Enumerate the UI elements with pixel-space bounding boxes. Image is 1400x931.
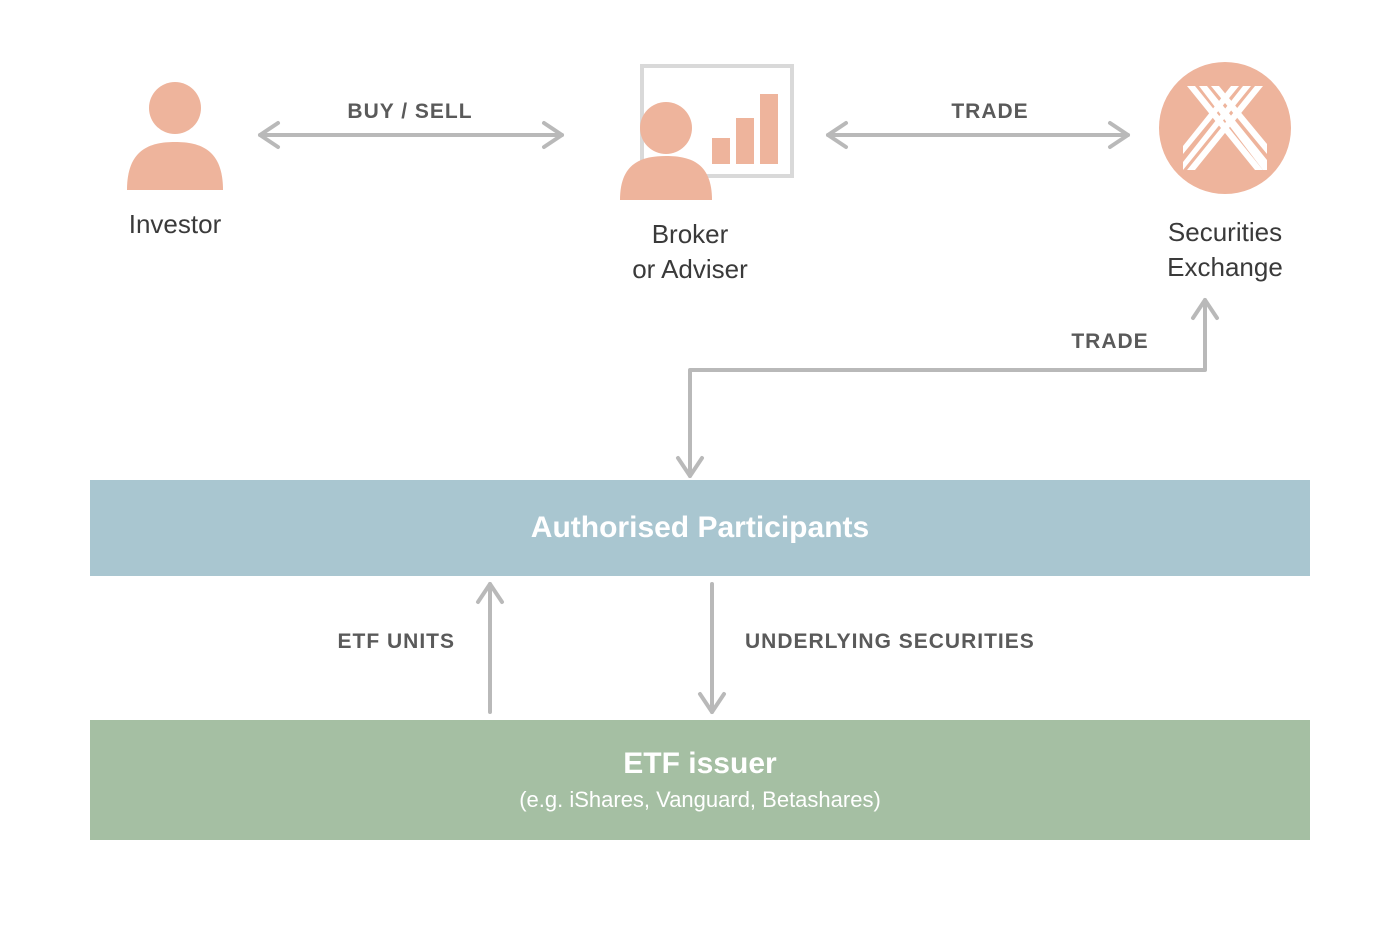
exchange-label-line2: Exchange: [1135, 250, 1315, 285]
exchange-label: Securities Exchange: [1135, 215, 1315, 285]
edge-label-etf-units: ETF UNITS: [295, 630, 455, 654]
broker-label-line1: Broker: [570, 217, 810, 252]
issuer-title: ETF issuer: [623, 747, 776, 781]
edge-label-buy-sell: BUY / SELL: [300, 100, 520, 124]
node-broker: Broker or Adviser: [570, 60, 810, 287]
edge-label-trade-mid: TRADE: [1030, 330, 1190, 354]
broker-label-line2: or Adviser: [570, 252, 810, 287]
edge-label-trade-top: TRADE: [880, 100, 1100, 124]
node-investor: Investor: [95, 70, 255, 242]
exchange-label-line1: Securities: [1135, 215, 1315, 250]
edge-label-underlying: UNDERLYING SECURITIES: [745, 630, 1105, 654]
ap-title: Authorised Participants: [531, 511, 869, 545]
issuer-subtitle: (e.g. iShares, Vanguard, Betashares): [519, 787, 881, 813]
broker-icon: [580, 60, 800, 200]
investor-icon: [115, 70, 235, 190]
band-authorised-participants: Authorised Participants: [90, 480, 1310, 576]
etf-flow-diagram: Investor Broker or Adviser: [0, 0, 1400, 931]
band-etf-issuer: ETF issuer (e.g. iShares, Vanguard, Beta…: [90, 720, 1310, 840]
broker-label: Broker or Adviser: [570, 217, 810, 287]
investor-label: Investor: [95, 207, 255, 242]
node-exchange: Securities Exchange: [1135, 58, 1315, 285]
exchange-icon: [1155, 58, 1295, 198]
